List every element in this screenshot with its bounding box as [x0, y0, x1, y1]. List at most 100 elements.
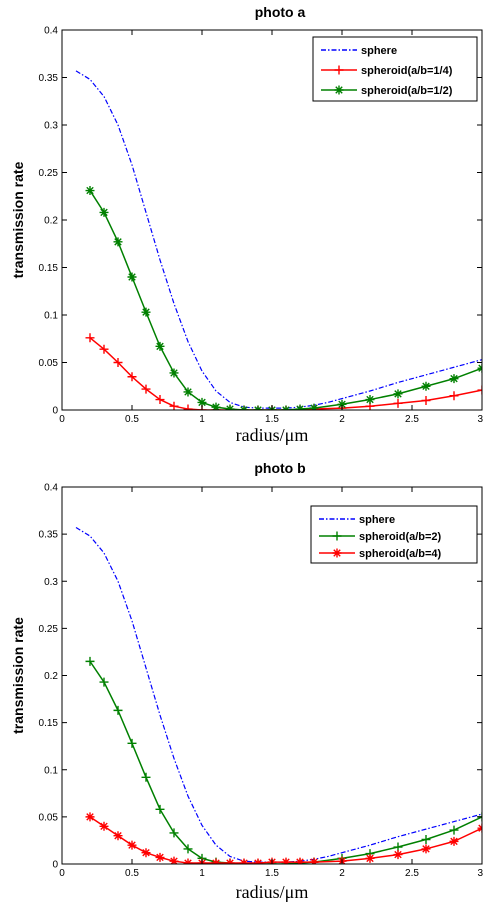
- series-2-point: [183, 858, 193, 864]
- series-2-point: [141, 848, 151, 858]
- x-tick-label: 1: [199, 868, 205, 879]
- series-2-point: [239, 858, 249, 864]
- x-tick-label: 0: [59, 868, 65, 879]
- series-2-point: [365, 853, 375, 863]
- series-2-point: [85, 186, 95, 196]
- series-2-point: [449, 374, 459, 384]
- y-tick-label: 0.2: [44, 216, 58, 227]
- y-axis-label: transmission rate: [10, 617, 26, 734]
- x-axis-label: radius/μm: [236, 425, 309, 445]
- series-2-point: [99, 207, 109, 217]
- series-2-point: [225, 858, 235, 864]
- series-2-point: [211, 402, 221, 410]
- y-tick-label: 0.4: [44, 483, 58, 494]
- y-tick-label: 0.35: [39, 73, 59, 84]
- series-1-point: [127, 372, 137, 382]
- chart-title: photo a: [255, 4, 306, 20]
- y-tick-label: 0.3: [44, 121, 58, 132]
- x-tick-label: 0: [59, 414, 65, 425]
- series-2-point: [365, 395, 375, 405]
- legend-marker-2: [334, 85, 344, 95]
- series-2-point: [393, 850, 403, 860]
- series-line-1: [89, 660, 482, 864]
- x-tick-label: 2: [339, 414, 345, 425]
- chart-photo-b: photo b 0 0.5 1 1.5 2 2.5 3 0 0.05 0.1 0.15 0.2 0.25 0…: [10, 460, 483, 902]
- x-tick-label: 0.5: [125, 868, 139, 879]
- legend: sphere spheroid(a/b=2) spheroid(a/b=4): [310, 505, 478, 564]
- series-1-point: [155, 395, 165, 405]
- legend: sphere spheroid(a/b=1/4) spheroid(a/b=1/2): [312, 36, 478, 102]
- series-2-point: [477, 823, 482, 833]
- series-2-point: [393, 389, 403, 399]
- x-tick-label: 1: [199, 414, 205, 425]
- series-1-point: [99, 344, 109, 354]
- series-1-point: [113, 358, 123, 367]
- series-1-point: [393, 842, 403, 852]
- series-1-point: [169, 401, 179, 410]
- series-1-point: [141, 384, 151, 394]
- x-tick-label: 2: [339, 868, 345, 879]
- series-1-point: [85, 333, 95, 343]
- series-2-point: [169, 368, 179, 378]
- y-tick-label: 0.25: [39, 168, 59, 179]
- y-tick-label: 0.05: [39, 358, 59, 369]
- chart-photo-a: photo a 0 0.5 1 1.5 2 2.5 3 0 0.05 0.1 0.15 0.2 0.25 0…: [10, 4, 483, 445]
- series-2-point: [337, 399, 347, 409]
- y-tick-label: 0.1: [44, 311, 58, 322]
- x-tick-label: 3: [477, 414, 483, 425]
- series-1-point: [155, 804, 165, 814]
- y-tick-label: 0: [52, 406, 58, 417]
- series-2-point: [127, 272, 137, 282]
- x-tick-label: 0.5: [125, 414, 139, 425]
- series-1-point: [421, 396, 431, 405]
- y-tick-label: 0.35: [39, 530, 59, 541]
- legend-label-0: sphere: [359, 514, 395, 526]
- series-1-point: [449, 825, 459, 835]
- series-2-point: [127, 840, 137, 850]
- y-tick-label: 0.4: [44, 26, 58, 37]
- series-line-2: [89, 190, 482, 410]
- series-1-point: [393, 398, 403, 408]
- series-1-point: [421, 834, 431, 844]
- y-tick-label: 0.25: [39, 624, 59, 635]
- series-2-point: [309, 403, 319, 410]
- y-tick-label: 0.05: [39, 812, 59, 823]
- legend-label-0: sphere: [361, 45, 397, 57]
- series-2-point: [421, 844, 431, 854]
- series-2-point: [141, 307, 151, 317]
- chart-title: photo b: [254, 460, 305, 476]
- x-tick-label: 3: [477, 868, 483, 879]
- series-1-point: [477, 385, 482, 395]
- series-1-point: [183, 404, 193, 410]
- series-2-point: [295, 857, 305, 864]
- series-1-point: [449, 391, 459, 401]
- y-tick-label: 0.15: [39, 718, 59, 729]
- x-tick-label: 1.5: [265, 414, 279, 425]
- series-line-0: [75, 70, 482, 409]
- series-2-point: [113, 237, 123, 247]
- legend-label-1: spheroid(a/b=1/4): [361, 65, 453, 77]
- series-2-point: [155, 852, 165, 862]
- series-1-point: [99, 677, 109, 687]
- series-1-point: [141, 772, 151, 782]
- series-2-point: [197, 397, 207, 407]
- y-tick-label: 0: [52, 860, 58, 871]
- plot-area: [75, 70, 482, 410]
- series-2-point: [477, 363, 482, 373]
- y-tick-label: 0.15: [39, 263, 59, 274]
- series-1-point: [169, 828, 179, 838]
- series-2-point: [309, 857, 319, 864]
- series-2-point: [449, 836, 459, 846]
- x-tick-label: 2.5: [405, 868, 419, 879]
- x-axis-label: radius/μm: [236, 882, 309, 902]
- series-2-point: [225, 404, 235, 410]
- legend-marker-1: [332, 531, 342, 541]
- x-tick-label: 1.5: [265, 868, 279, 879]
- series-2-point: [295, 404, 305, 410]
- series-line-0: [75, 527, 482, 863]
- series-line-1: [89, 337, 482, 410]
- y-tick-label: 0.2: [44, 671, 58, 682]
- series-2-point: [169, 856, 179, 864]
- y-axis-label: transmission rate: [10, 161, 26, 278]
